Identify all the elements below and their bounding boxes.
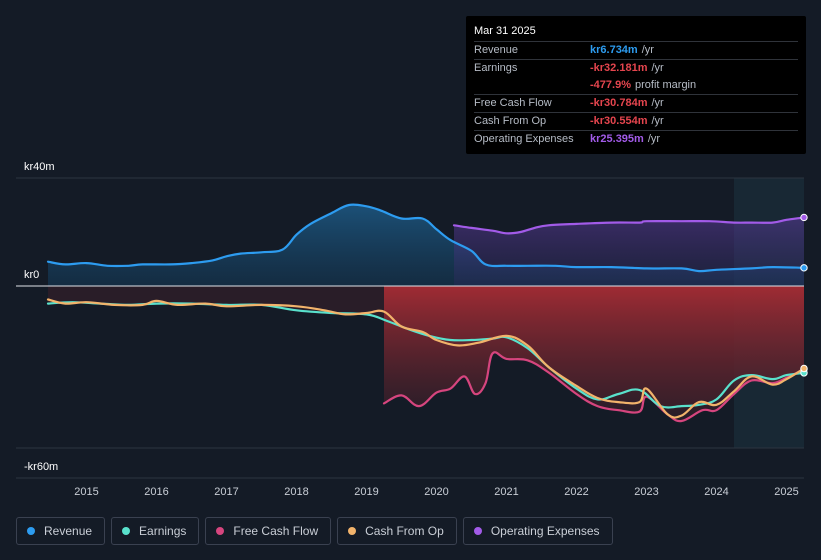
- x-tick-label: 2017: [214, 486, 238, 498]
- legend-label: Earnings: [139, 524, 187, 538]
- tooltip-row-operating-expenses: Operating Expenses kr25.395m /yr: [474, 130, 798, 148]
- tooltip-value: -kr32.181m: [590, 62, 648, 74]
- revenue-line: [46, 203, 806, 273]
- legend-item-revenue[interactable]: Revenue: [16, 517, 106, 545]
- x-tick-label: 2025: [774, 486, 798, 498]
- legend-dot-icon: [473, 527, 482, 535]
- x-tick-label: 2021: [494, 486, 518, 498]
- legend-label: Cash From Op: [365, 524, 444, 538]
- x-tick-label: 2018: [284, 486, 308, 498]
- tooltip-unit: /yr: [651, 62, 664, 74]
- tooltip-date: Mar 31 2025: [474, 25, 536, 37]
- tooltip-row-cash-from-op: Cash From Op -kr30.554m /yr: [474, 112, 798, 130]
- legend: Revenue Earnings Free Cash Flow Cash Fro…: [16, 517, 619, 545]
- operating-expenses-line: [452, 216, 806, 235]
- hover-tooltip: Mar 31 2025 Revenue kr6.734m /yr Earning…: [466, 16, 806, 154]
- tooltip-label: Earnings: [474, 62, 518, 74]
- tooltip-value: -477.9%: [590, 79, 631, 91]
- tooltip-label: Cash From Op: [474, 115, 547, 127]
- tooltip-row-earnings: Earnings -kr32.181m /yr: [474, 59, 798, 77]
- x-tick-label: 2016: [144, 486, 168, 498]
- legend-dot-icon: [348, 527, 357, 535]
- tooltip-unit: /yr: [647, 133, 661, 145]
- tooltip-value: -kr30.784m: [590, 97, 648, 109]
- tooltip-unit: /yr: [641, 44, 654, 56]
- legend-label: Operating Expenses: [490, 524, 600, 538]
- legend-item-free-cash-flow[interactable]: Free Cash Flow: [205, 517, 332, 545]
- revenue-end-point: [800, 264, 808, 272]
- legend-dot-icon: [27, 527, 35, 535]
- revenue-area: [48, 204, 804, 286]
- legend-item-cash-from-op[interactable]: Cash From Op: [337, 517, 457, 545]
- x-tick-label: 2020: [424, 486, 448, 498]
- tooltip-unit: /yr: [651, 97, 664, 109]
- legend-dot-icon: [216, 527, 225, 535]
- tooltip-label: Free Cash Flow: [474, 97, 552, 109]
- y-tick-label: kr40m: [24, 161, 55, 173]
- cash-from-op-line: [46, 298, 806, 419]
- cash-from-op-end-point: [800, 364, 808, 373]
- y-tick-label: -kr60m: [24, 461, 58, 473]
- tooltip-label: Operating Expenses: [474, 133, 574, 145]
- x-tick-label: 2024: [704, 486, 728, 498]
- tooltip-unit: /yr: [651, 115, 664, 127]
- y-tick-label: kr0: [24, 269, 39, 281]
- free-cash-flow-line: [382, 351, 806, 423]
- operating-expenses-end-point: [800, 213, 808, 222]
- legend-dot-icon: [122, 527, 131, 535]
- tooltip-unit: profit margin: [634, 79, 697, 91]
- tooltip-value: kr6.734m: [590, 44, 638, 56]
- x-tick-label: 2019: [354, 486, 378, 498]
- operating-expenses-area: [454, 217, 804, 286]
- legend-label: Free Cash Flow: [233, 524, 319, 538]
- tooltip-row-free-cash-flow: Free Cash Flow -kr30.784m /yr: [474, 94, 798, 112]
- legend-item-earnings[interactable]: Earnings: [111, 517, 200, 545]
- x-tick-label: 2022: [564, 486, 588, 498]
- tooltip-label: [474, 77, 590, 94]
- tooltip-label: Revenue: [474, 44, 519, 56]
- tooltip-row-revenue: Revenue kr6.734m /yr: [474, 41, 798, 59]
- tooltip-value: -kr30.554m: [590, 115, 648, 127]
- x-tick-label: 2023: [634, 486, 658, 498]
- x-tick-label: 2015: [74, 486, 98, 498]
- legend-item-operating-expenses[interactable]: Operating Expenses: [462, 517, 613, 545]
- tooltip-value: kr25.395m: [590, 133, 644, 145]
- free-cash-flow-area: [384, 286, 804, 422]
- legend-label: Revenue: [44, 524, 93, 538]
- tooltip-row-profit-margin: -477.9% profit margin: [474, 77, 798, 94]
